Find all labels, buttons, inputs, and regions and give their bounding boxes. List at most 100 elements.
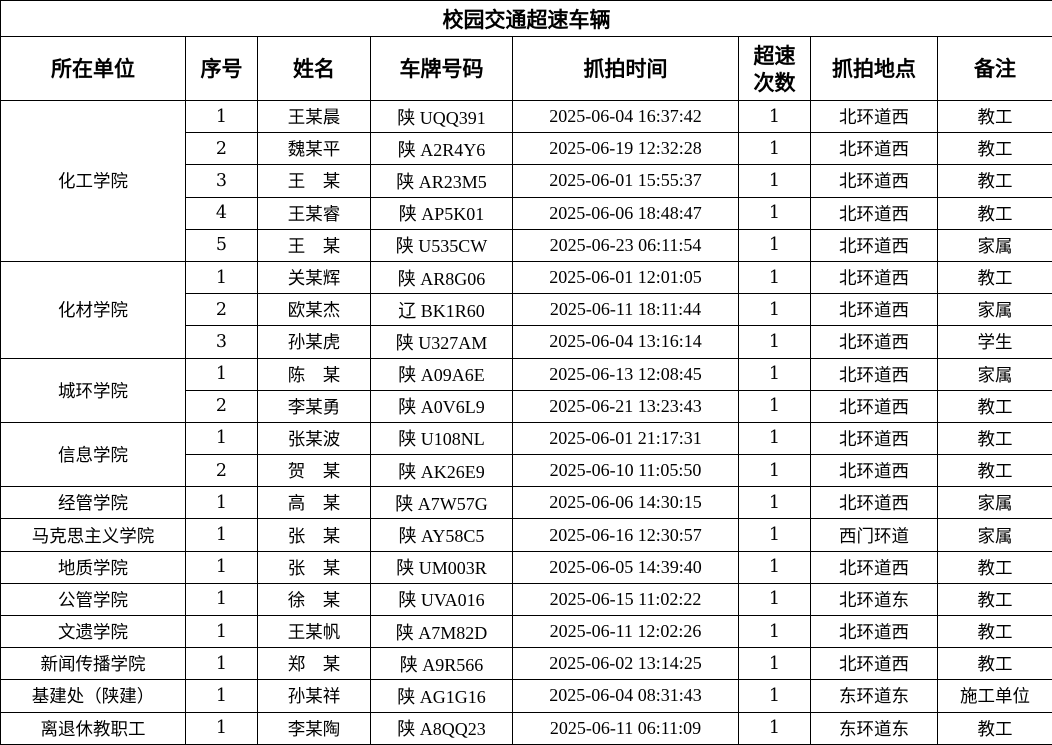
- cell-location: 东环道东: [810, 679, 938, 713]
- cell-capture-time: 2025-06-04 16:37:42: [512, 99, 739, 134]
- cell-speeding-count: 1: [738, 647, 811, 681]
- cell-plate: 陕 UQQ391: [370, 99, 513, 134]
- cell-speeding-count: 1: [738, 389, 811, 423]
- cell-capture-time: 2025-06-15 11:02:22: [512, 582, 739, 617]
- cell-remark: 教工: [937, 260, 1052, 295]
- cell-location: 北环道西: [810, 647, 938, 681]
- cell-remark: 家属: [937, 357, 1052, 391]
- header-unit: 所在单位: [0, 36, 186, 101]
- cell-speeding-count: 1: [738, 486, 811, 520]
- cell-plate: 陕 UVA016: [370, 582, 513, 617]
- table-row: 马克思主义学院 1 张 某陕 AY58C5 2025-06-16 12:30:57 1 西…: [0, 518, 1052, 552]
- header-index: 序号: [185, 36, 258, 101]
- cell-unit: 城环学院: [0, 357, 186, 423]
- cell-location: 北环道西: [810, 357, 938, 391]
- cell-plate: 陕 AK26E9: [370, 454, 513, 488]
- cell-speeding-count: 1: [738, 99, 811, 134]
- cell-unit: 信息学院: [0, 421, 186, 488]
- cell-capture-time: 2025-06-11 06:11:09: [512, 711, 739, 745]
- cell-location: 北环道西: [810, 550, 938, 584]
- cell-unit: 经管学院: [0, 486, 186, 520]
- cell-capture-time: 2025-06-23 06:11:54: [512, 228, 739, 262]
- cell-index: 2: [185, 454, 258, 488]
- cell-index: 3: [185, 325, 258, 359]
- cell-capture-time: 2025-06-19 12:32:28: [512, 132, 739, 166]
- cell-speeding-count: 1: [738, 421, 811, 456]
- cell-index: 1: [185, 421, 258, 456]
- cell-capture-time: 2025-06-13 12:08:45: [512, 357, 739, 391]
- cell-speeding-count: 1: [738, 711, 811, 745]
- cell-location: 北环道西: [810, 454, 938, 488]
- cell-plate: 陕 A0V6L9: [370, 389, 513, 423]
- cell-plate: 陕 A09A6E: [370, 357, 513, 391]
- cell-capture-time: 2025-06-01 15:55:37: [512, 164, 739, 198]
- cell-plate: 陕 AP5K01: [370, 196, 513, 230]
- cell-plate: 陕 AR8G06: [370, 260, 513, 295]
- cell-index: 1: [185, 679, 258, 713]
- cell-location: 北环道东: [810, 582, 938, 617]
- cell-speeding-count: 1: [738, 550, 811, 584]
- table-title: 校园交通超速车辆: [0, 0, 1052, 37]
- table-row: 地质学院 1 张 某陕 UM003R 2025-06-05 14:39:40 1 北环道西…: [0, 550, 1052, 584]
- cell-plate: 辽 BK1R60: [370, 293, 513, 327]
- cell-location: 北环道西: [810, 228, 938, 262]
- cell-location: 东环道东: [810, 711, 938, 745]
- cell-capture-time: 2025-06-01 12:01:05: [512, 260, 739, 295]
- table-row: 离退休教职工 1 李某陶陕 A8QQ23 2025-06-11 06:11:09 1 东环…: [0, 711, 1052, 745]
- cell-location: 北环道西: [810, 293, 938, 327]
- cell-index: 1: [185, 550, 258, 584]
- cell-plate: 陕 UM003R: [370, 550, 513, 584]
- table-row: 城环学院 1 陈 某陕 A09A6E 2025-06-13 12:08:45 1 北环道西…: [0, 357, 1052, 423]
- cell-name: 王 某: [257, 164, 371, 198]
- cell-plate: 陕 A7W57G: [370, 486, 513, 520]
- cell-index: 2: [185, 389, 258, 423]
- cell-name: 孙某祥: [257, 679, 371, 713]
- cell-index: 2: [185, 293, 258, 327]
- cell-remark: 施工单位: [937, 679, 1052, 713]
- cell-location: 北环道西: [810, 196, 938, 230]
- cell-location: 北环道西: [810, 164, 938, 198]
- cell-location: 北环道西: [810, 99, 938, 134]
- cell-index: 2: [185, 132, 258, 166]
- cell-unit: 马克思主义学院: [0, 518, 186, 552]
- table-row: 新闻传播学院 1 郑 某陕 A9R566 2025-06-02 13:14:25 1 北环…: [0, 647, 1052, 681]
- cell-remark: 家属: [937, 518, 1052, 552]
- cell-capture-time: 2025-06-16 12:30:57: [512, 518, 739, 552]
- header-remark: 备注: [937, 36, 1052, 101]
- cell-capture-time: 2025-06-21 13:23:43: [512, 389, 739, 423]
- cell-name: 张某波: [257, 421, 371, 456]
- cell-location: 北环道西: [810, 614, 938, 649]
- cell-remark: 教工: [937, 614, 1052, 649]
- cell-remark: 教工: [937, 99, 1052, 134]
- cell-remark: 教工: [937, 164, 1052, 198]
- cell-index: 1: [185, 486, 258, 520]
- cell-speeding-count: 1: [738, 260, 811, 295]
- cell-speeding-count: 1: [738, 228, 811, 262]
- cell-name: 陈 某: [257, 357, 371, 391]
- cell-index: 1: [185, 260, 258, 295]
- cell-speeding-count: 1: [738, 132, 811, 166]
- table-row: 2 欧某杰辽 BK1R60 2025-06-11 18:11:44 1 北环道西 家属: [1, 293, 1052, 327]
- cell-remark: 教工: [937, 582, 1052, 617]
- cell-name: 郑 某: [257, 647, 371, 681]
- cell-index: 4: [185, 196, 258, 230]
- table-row: 信息学院 1 张某波陕 U108NL 2025-06-01 21:17:31 1 北环道西…: [0, 421, 1052, 488]
- cell-location: 北环道西: [810, 325, 938, 359]
- cell-location: 北环道西: [810, 486, 938, 520]
- cell-speeding-count: 1: [738, 325, 811, 359]
- cell-location: 北环道西: [810, 421, 938, 456]
- cell-capture-time: 2025-06-04 08:31:43: [512, 679, 739, 713]
- cell-unit: 基建处（陕建）: [0, 679, 186, 713]
- cell-name: 王某帆: [257, 614, 371, 649]
- table-row: 基建处（陕建） 1 孙某祥陕 AG1G16 2025-06-04 08:31:43 1 东…: [0, 679, 1052, 713]
- cell-capture-time: 2025-06-02 13:14:25: [512, 647, 739, 681]
- cell-capture-time: 2025-06-06 14:30:15: [512, 486, 739, 520]
- header-row: 所在单位 序号 姓名 车牌号码 抓拍时间 超速 次数 抓拍地点 备注: [0, 36, 1052, 101]
- cell-speeding-count: 1: [738, 582, 811, 617]
- cell-capture-time: 2025-06-05 14:39:40: [512, 550, 739, 584]
- cell-name: 高 某: [257, 486, 371, 520]
- cell-name: 王某晨: [257, 99, 371, 134]
- cell-location: 北环道西: [810, 389, 938, 423]
